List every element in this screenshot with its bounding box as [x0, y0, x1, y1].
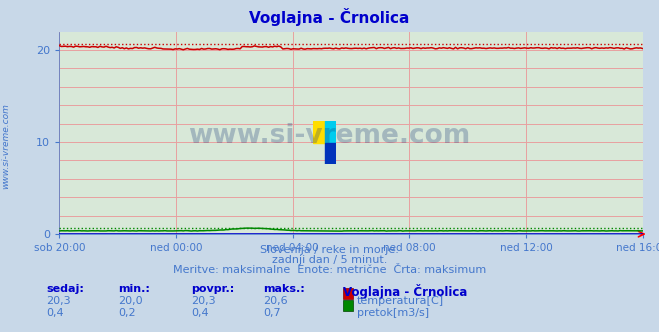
Text: Meritve: maksimalne  Enote: metrične  Črta: maksimum: Meritve: maksimalne Enote: metrične Črta…	[173, 265, 486, 275]
Text: 20,0: 20,0	[119, 296, 143, 306]
Text: 0,2: 0,2	[119, 308, 136, 318]
Text: temperatura[C]: temperatura[C]	[357, 296, 444, 306]
Text: 0,7: 0,7	[264, 308, 281, 318]
Bar	[325, 121, 336, 143]
Text: zadnji dan / 5 minut.: zadnji dan / 5 minut.	[272, 255, 387, 265]
Text: maks.:: maks.:	[264, 284, 305, 294]
Text: min.:: min.:	[119, 284, 150, 294]
Text: 20,3: 20,3	[46, 296, 71, 306]
Text: 0,4: 0,4	[46, 308, 64, 318]
Bar	[325, 143, 336, 164]
Text: www.si-vreme.com: www.si-vreme.com	[188, 123, 471, 149]
Text: 20,3: 20,3	[191, 296, 215, 306]
Text: 0,4: 0,4	[191, 308, 209, 318]
Text: pretok[m3/s]: pretok[m3/s]	[357, 308, 429, 318]
Text: 20,6: 20,6	[264, 296, 288, 306]
Text: Slovenija / reke in morje.: Slovenija / reke in morje.	[260, 245, 399, 255]
Text: Voglajna - Črnolica: Voglajna - Črnolica	[249, 8, 410, 26]
Text: sedaj:: sedaj:	[46, 284, 84, 294]
Text: povpr.:: povpr.:	[191, 284, 235, 294]
Text: Voglajna - Črnolica: Voglajna - Črnolica	[343, 284, 467, 299]
Text: www.si-vreme.com: www.si-vreme.com	[1, 103, 10, 189]
Bar	[313, 121, 325, 143]
